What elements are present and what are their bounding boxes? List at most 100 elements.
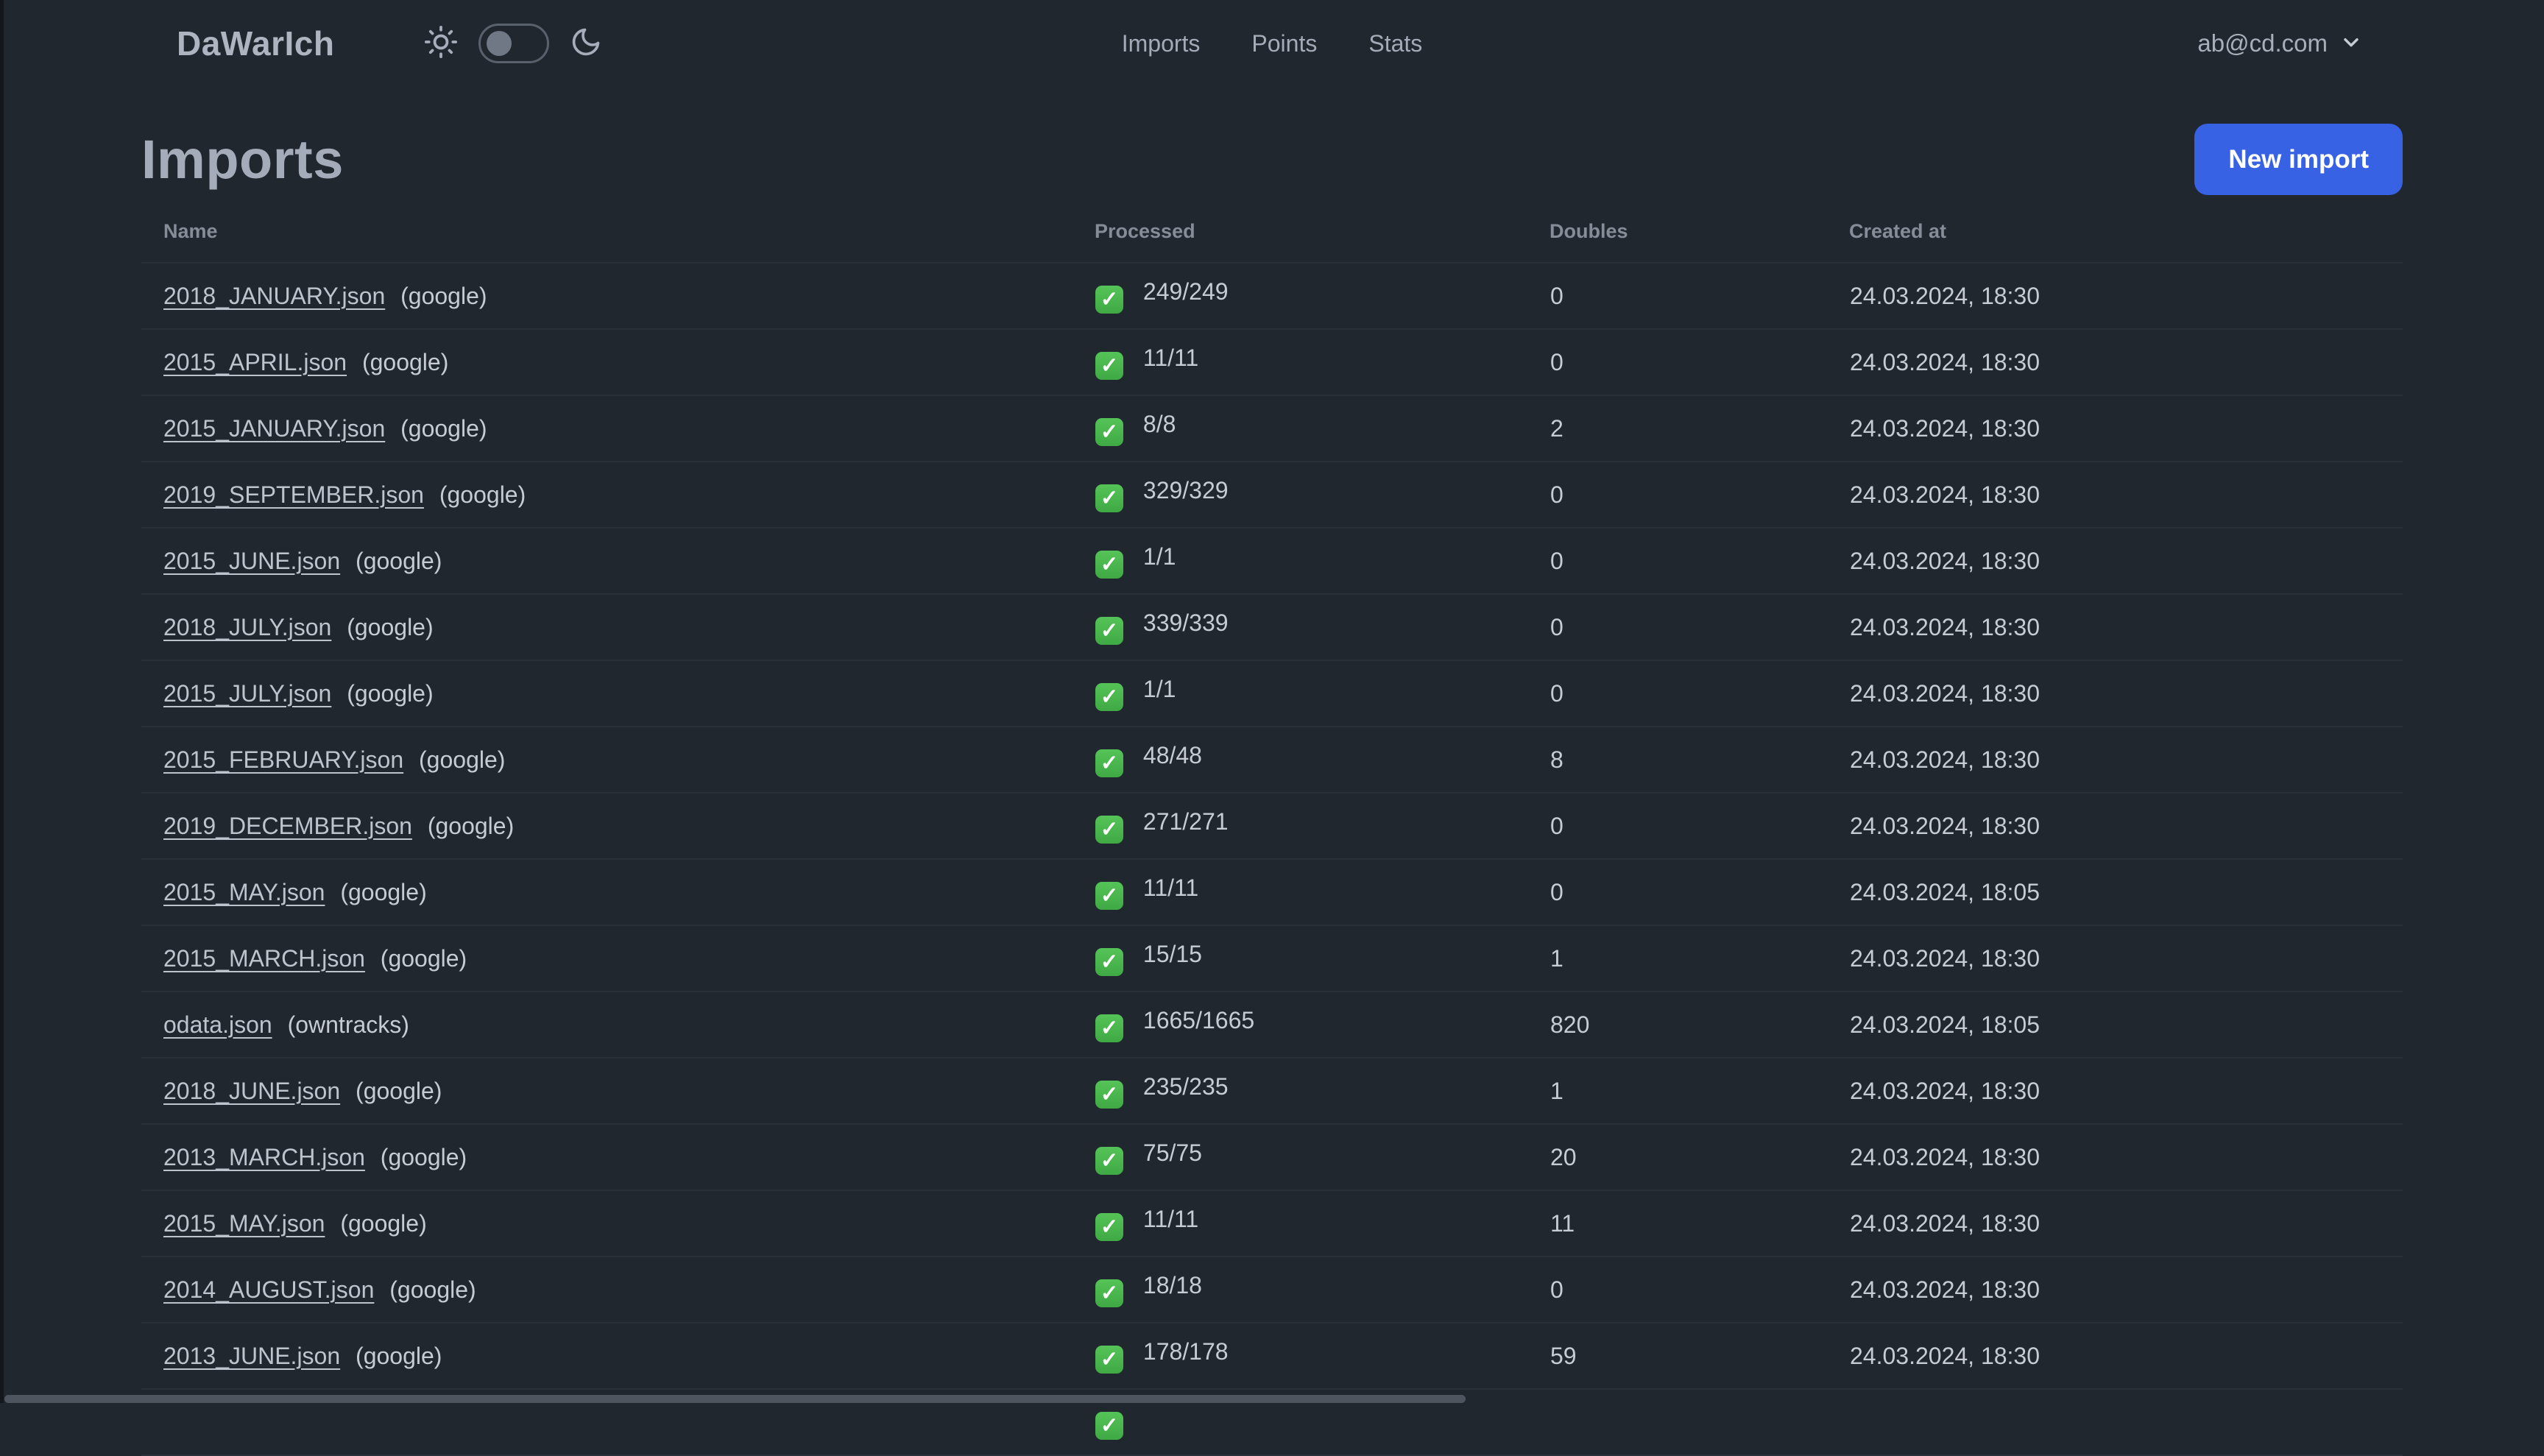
- processed-count: 75/75: [1142, 1139, 1202, 1166]
- created-at: 24.03.2024, 18:30: [1849, 594, 2403, 661]
- check-mark-icon: ✓: [1095, 1346, 1123, 1374]
- import-source-label: (google): [400, 282, 487, 309]
- created-at: 24.03.2024, 18:05: [1849, 859, 2403, 926]
- import-source-label: (google): [427, 812, 515, 839]
- chevron-down-icon: [2339, 30, 2363, 57]
- import-file-link[interactable]: 2013_JUNE.json: [163, 1342, 341, 1369]
- import-name-cell: 2015_MAY.json (google): [141, 859, 1095, 926]
- check-mark-icon: ✓: [1095, 882, 1123, 911]
- import-name-cell: 2019_DECEMBER.json (google): [141, 793, 1095, 860]
- import-file-link[interactable]: 2015_MAY.json: [163, 878, 325, 905]
- processed-count: 235/235: [1142, 1072, 1229, 1100]
- import-file-link[interactable]: 2015_JULY.json: [163, 679, 332, 707]
- import-file-link[interactable]: 2013_MARCH.json: [163, 1143, 365, 1170]
- table-row: 2018_JANUARY.json (google) ✓ 249/249 0 2…: [141, 263, 2403, 330]
- import-file-link[interactable]: 2018_JUNE.json: [163, 1077, 341, 1104]
- user-menu[interactable]: ab@cd.com: [2197, 29, 2363, 57]
- processed-count: 249/249: [1142, 278, 1229, 305]
- import-source-label: (google): [347, 613, 434, 640]
- nav-link-imports[interactable]: Imports: [1121, 29, 1201, 57]
- processed-count: 1665/1665: [1142, 1006, 1255, 1033]
- created-at: 24.03.2024, 18:30: [1849, 1124, 2403, 1191]
- doubles-count: 0: [1550, 594, 1849, 661]
- doubles-count: 820: [1550, 992, 1849, 1059]
- page-title: Imports: [141, 129, 344, 190]
- nav-link-stats[interactable]: Stats: [1368, 29, 1423, 57]
- created-at: 24.03.2024, 18:30: [1849, 528, 2403, 595]
- check-mark-icon: ✓: [1095, 286, 1123, 314]
- processed-cell: ✓ 271/271: [1095, 793, 1550, 860]
- processed-cell: ✓ 11/11: [1095, 329, 1550, 396]
- table-header-row: Name Processed Doubles Created at: [141, 210, 2403, 264]
- nav-link-points[interactable]: Points: [1251, 29, 1318, 57]
- column-header-doubles: Doubles: [1550, 210, 1849, 264]
- import-source-label: (google): [340, 1209, 427, 1237]
- doubles-count: 1: [1550, 925, 1849, 992]
- new-import-button[interactable]: New import: [2194, 124, 2403, 195]
- created-at: 24.03.2024, 18:30: [1849, 1257, 2403, 1324]
- processed-count: 15/15: [1142, 940, 1202, 967]
- processed-cell: ✓ 339/339: [1095, 594, 1550, 661]
- import-name-cell: 2013_JUNE.json (google): [141, 1323, 1095, 1390]
- created-at: [1849, 1389, 2403, 1456]
- horizontal-scrollbar-thumb[interactable]: [4, 1395, 1466, 1403]
- import-file-link[interactable]: 2014_AUGUST.json: [163, 1276, 375, 1303]
- processed-count: 339/339: [1142, 609, 1229, 636]
- import-source-label: (google): [356, 547, 442, 574]
- import-source-label: (google): [380, 1143, 467, 1170]
- import-source-label: (google): [380, 944, 467, 972]
- import-file-link[interactable]: 2015_JUNE.json: [163, 547, 341, 574]
- table-row: 2019_DECEMBER.json (google) ✓ 271/271 0 …: [141, 793, 2403, 860]
- table-row: 2015_JULY.json (google) ✓ 1/1 0 24.03.20…: [141, 660, 2403, 727]
- column-header-created-at: Created at: [1849, 210, 2403, 264]
- check-mark-icon: ✓: [1095, 1081, 1123, 1109]
- doubles-count: [1550, 1389, 1849, 1456]
- import-name-cell: 2013_MARCH.json (google): [141, 1124, 1095, 1191]
- created-at: 24.03.2024, 18:30: [1849, 1323, 2403, 1390]
- import-name-cell: 2015_APRIL.json (google): [141, 329, 1095, 396]
- import-file-link[interactable]: 2015_JANUARY.json: [163, 414, 386, 442]
- created-at: 24.03.2024, 18:30: [1849, 395, 2403, 462]
- check-mark-icon: ✓: [1095, 948, 1123, 977]
- import-file-link[interactable]: 2018_JANUARY.json: [163, 282, 386, 309]
- table-row: 2015_APRIL.json (google) ✓ 11/11 0 24.03…: [141, 329, 2403, 396]
- table-row: 2015_FEBRUARY.json (google) ✓ 48/48 8 24…: [141, 727, 2403, 794]
- import-file-link[interactable]: odata.json: [163, 1011, 272, 1038]
- import-name-cell: 2015_JUNE.json (google): [141, 528, 1095, 595]
- import-source-label: (owntracks): [287, 1011, 409, 1038]
- processed-cell: ✓ 1/1: [1095, 660, 1550, 727]
- import-file-link[interactable]: 2019_DECEMBER.json: [163, 812, 412, 839]
- processed-cell: ✓ 15/15: [1095, 925, 1550, 992]
- window-left-edge: [0, 0, 4, 1403]
- processed-count: 1/1: [1142, 675, 1176, 702]
- processed-cell: ✓ 48/48: [1095, 727, 1550, 794]
- import-name-cell: 2018_JANUARY.json (google): [141, 263, 1095, 330]
- doubles-count: 1: [1550, 1058, 1849, 1125]
- import-file-link[interactable]: 2015_APRIL.json: [163, 348, 347, 375]
- app-logo[interactable]: DaWarIch: [177, 24, 335, 63]
- created-at: 24.03.2024, 18:30: [1849, 660, 2403, 727]
- processed-cell: ✓ 11/11: [1095, 859, 1550, 926]
- table-row: odata.json (owntracks) ✓ 1665/1665 820 2…: [141, 992, 2403, 1059]
- check-mark-icon: ✓: [1095, 617, 1123, 646]
- moon-icon: [570, 26, 602, 62]
- check-mark-icon: ✓: [1095, 816, 1123, 844]
- processed-cell: ✓ 235/235: [1095, 1058, 1550, 1125]
- import-file-link[interactable]: 2015_MAY.json: [163, 1209, 325, 1237]
- import-name-cell: 2018_JUNE.json (google): [141, 1058, 1095, 1125]
- import-file-link[interactable]: 2015_FEBRUARY.json: [163, 746, 404, 773]
- theme-toggle-switch[interactable]: [478, 24, 550, 63]
- import-file-link[interactable]: 2015_MARCH.json: [163, 944, 365, 972]
- import-file-link[interactable]: 2019_SEPTEMBER.json: [163, 481, 424, 508]
- import-file-link[interactable]: 2018_JULY.json: [163, 613, 332, 640]
- import-source-label: (google): [389, 1276, 476, 1303]
- import-name-cell: 2018_JULY.json (google): [141, 594, 1095, 661]
- table-row: 2019_SEPTEMBER.json (google) ✓ 329/329 0…: [141, 462, 2403, 529]
- check-mark-icon: ✓: [1095, 551, 1123, 579]
- import-source-label: (google): [340, 878, 427, 905]
- created-at: 24.03.2024, 18:30: [1849, 925, 2403, 992]
- import-source-label: (google): [400, 414, 487, 442]
- doubles-count: 8: [1550, 727, 1849, 794]
- user-email: ab@cd.com: [2197, 29, 2328, 57]
- processed-cell: ✓ 178/178: [1095, 1323, 1550, 1390]
